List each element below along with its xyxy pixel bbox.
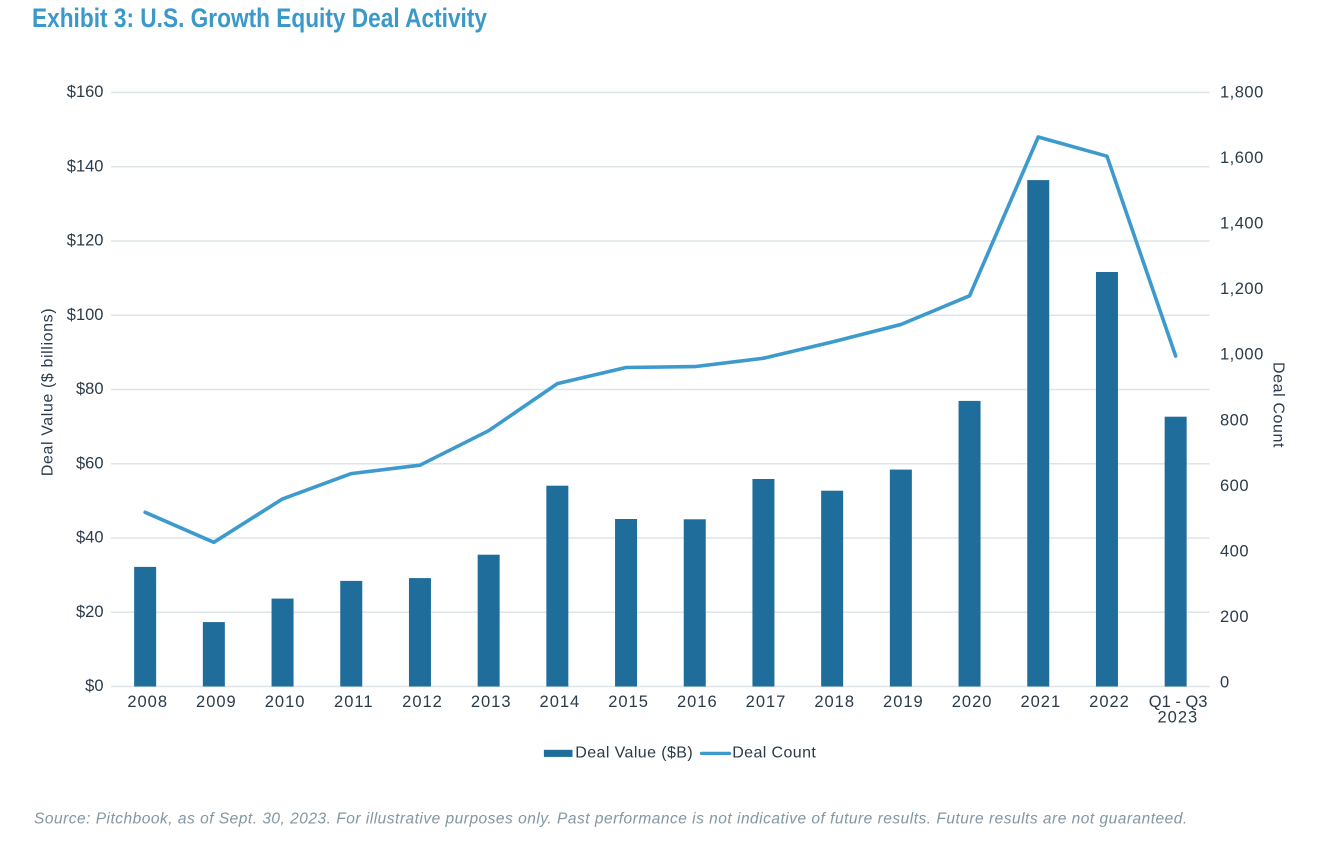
svg-text:$80: $80 <box>76 380 104 398</box>
svg-text:0: 0 <box>1220 674 1230 692</box>
svg-text:1,800: 1,800 <box>1220 83 1264 101</box>
svg-text:$140: $140 <box>67 157 104 175</box>
svg-text:Deal Value ($ billions): Deal Value ($ billions) <box>40 308 57 476</box>
svg-text:600: 600 <box>1220 477 1249 495</box>
svg-text:2023: 2023 <box>1157 708 1198 726</box>
svg-text:1,400: 1,400 <box>1220 215 1264 233</box>
svg-text:2008: 2008 <box>127 693 168 711</box>
svg-text:2014: 2014 <box>540 693 581 711</box>
svg-text:$40: $40 <box>76 529 104 547</box>
svg-text:800: 800 <box>1220 411 1249 429</box>
svg-text:$0: $0 <box>85 677 103 695</box>
svg-text:Source: Pitchbook, as of Sept.: Source: Pitchbook, as of Sept. 30, 2023.… <box>34 811 1188 828</box>
svg-text:2020: 2020 <box>952 693 993 711</box>
svg-text:$100: $100 <box>67 306 104 324</box>
svg-text:$60: $60 <box>76 454 104 472</box>
svg-text:1,000: 1,000 <box>1220 346 1264 364</box>
svg-text:2012: 2012 <box>402 693 443 711</box>
svg-text:$20: $20 <box>76 603 104 621</box>
svg-text:2022: 2022 <box>1089 693 1130 711</box>
svg-text:1,600: 1,600 <box>1220 149 1264 167</box>
svg-text:$160: $160 <box>67 83 104 101</box>
svg-text:Q1 - Q3: Q1 - Q3 <box>1149 693 1208 711</box>
svg-text:Deal Count: Deal Count <box>732 744 816 761</box>
svg-text:2010: 2010 <box>265 693 306 711</box>
svg-text:2016: 2016 <box>677 693 718 711</box>
svg-text:Exhibit 3: U.S. Growth Equity: Exhibit 3: U.S. Growth Equity Deal Activ… <box>32 3 487 33</box>
svg-text:2015: 2015 <box>608 693 649 711</box>
svg-text:2009: 2009 <box>196 693 237 711</box>
svg-text:$120: $120 <box>67 232 104 250</box>
svg-text:2019: 2019 <box>883 693 924 711</box>
svg-text:2021: 2021 <box>1020 693 1061 711</box>
svg-text:2017: 2017 <box>746 693 787 711</box>
svg-text:400: 400 <box>1220 543 1249 561</box>
svg-text:2011: 2011 <box>334 693 373 711</box>
svg-text:2018: 2018 <box>814 693 855 711</box>
svg-text:Deal Count: Deal Count <box>1269 362 1286 448</box>
svg-text:200: 200 <box>1220 608 1249 626</box>
svg-text:2013: 2013 <box>471 693 512 711</box>
svg-text:Deal Value ($B): Deal Value ($B) <box>575 744 693 761</box>
svg-text:1,200: 1,200 <box>1220 280 1264 298</box>
